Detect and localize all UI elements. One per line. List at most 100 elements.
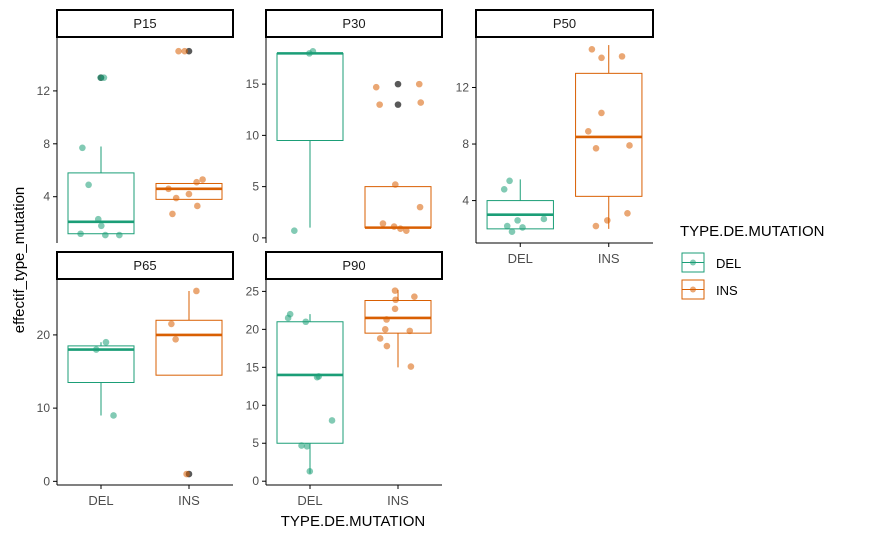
data-point (588, 46, 596, 53)
data-point (313, 373, 321, 381)
y-tick-label: 4 (43, 190, 50, 204)
data-point (193, 287, 200, 295)
data-point (110, 412, 117, 419)
data-point (303, 442, 311, 450)
facet-strip (265, 9, 443, 38)
box-ins (155, 290, 223, 478)
panel-p90: P90 0 5 10 15 20 25 DEL INS (246, 251, 443, 508)
data-point (383, 342, 391, 350)
y-tick-label: 10 (246, 398, 260, 412)
outlier-point (394, 101, 402, 108)
legend-key-del: DEL (681, 252, 741, 273)
data-point (306, 50, 313, 57)
data-point (376, 101, 383, 108)
data-point (194, 202, 201, 210)
panel-p50: P50 4 8 12 DEL INS (456, 9, 654, 266)
points-del (500, 177, 548, 235)
x-tick-label: DEL (88, 493, 113, 508)
data-point (172, 194, 180, 202)
data-point (598, 109, 605, 117)
points-del (77, 74, 123, 239)
x-tick-label: DEL (297, 493, 322, 508)
y-tick-label: 0 (252, 474, 259, 488)
data-point (624, 210, 631, 217)
legend-label-del: DEL (716, 256, 741, 271)
data-point (508, 228, 516, 235)
box-iqr (575, 72, 643, 197)
box-ins (364, 289, 432, 368)
box-del (67, 342, 135, 416)
data-point (168, 320, 175, 328)
points-ins (168, 287, 200, 478)
data-point (540, 215, 548, 223)
y-tick-label: 8 (43, 137, 50, 151)
facet-strip (56, 251, 234, 280)
legend-key-ins: INS (681, 279, 738, 300)
facet-strip-label: P30 (342, 16, 365, 31)
box-del (276, 314, 344, 474)
data-point (503, 222, 511, 230)
data-point (328, 417, 336, 424)
data-point (181, 47, 188, 55)
legend-key-ins-point (690, 286, 696, 293)
points-del (284, 310, 336, 475)
data-point (77, 230, 84, 238)
data-point (519, 224, 526, 231)
data-point (102, 338, 110, 346)
data-point (514, 217, 521, 224)
y-tick-label: 0 (252, 231, 259, 245)
data-point (372, 83, 380, 91)
box-iqr (276, 321, 344, 444)
y-tick-label: 15 (246, 360, 260, 374)
data-point (185, 190, 193, 198)
data-point (626, 142, 633, 149)
data-point (302, 318, 310, 326)
data-point (403, 227, 410, 234)
y-axis-title: effectif_type_mutation (11, 187, 28, 333)
data-point (92, 346, 100, 353)
data-point (199, 176, 206, 183)
y-tick-label: 12 (456, 80, 470, 94)
box-del (486, 179, 554, 230)
data-point (417, 99, 425, 106)
legend: TYPE.DE.MUTATION DEL INS (680, 223, 824, 300)
y-tick-label: 20 (246, 322, 260, 336)
data-point (116, 231, 123, 239)
panel-p65: P65 0 10 20 DEL INS (37, 251, 234, 508)
box-ins (155, 47, 223, 200)
data-point (291, 227, 298, 234)
data-point (100, 74, 108, 81)
outlier-point (394, 80, 402, 88)
data-point (376, 335, 384, 342)
points-del (92, 338, 117, 419)
points-ins (376, 287, 418, 370)
data-point (598, 54, 605, 62)
points-ins (372, 80, 425, 234)
box-del (276, 52, 344, 228)
facet-panels: P15 4 8 12 P30 0 5 10 15 P50 4 8 12 DEL INS P65 0 10 20 DEL… (37, 9, 654, 508)
data-point (85, 181, 92, 189)
x-axis-title: TYPE.DE.MUTATION (281, 513, 425, 530)
data-point (390, 223, 398, 230)
box-ins (575, 45, 643, 229)
legend-label-ins: INS (716, 283, 738, 298)
data-point (172, 336, 179, 343)
data-point (379, 220, 387, 227)
facet-strip (475, 9, 654, 38)
data-point (592, 222, 600, 230)
y-tick-label: 0 (43, 474, 50, 488)
y-tick-label: 8 (462, 137, 469, 151)
box-iqr (67, 345, 135, 383)
facet-strip-label: P90 (342, 258, 365, 273)
y-tick-label: 10 (246, 128, 260, 142)
data-point (392, 296, 399, 304)
facet-strip (265, 251, 443, 280)
data-point (381, 326, 389, 333)
y-tick-label: 20 (37, 328, 51, 342)
points-ins (584, 46, 633, 230)
data-point (94, 215, 102, 223)
data-point (618, 53, 626, 60)
data-point (604, 217, 611, 224)
data-point (165, 185, 172, 193)
points-del (291, 48, 317, 234)
